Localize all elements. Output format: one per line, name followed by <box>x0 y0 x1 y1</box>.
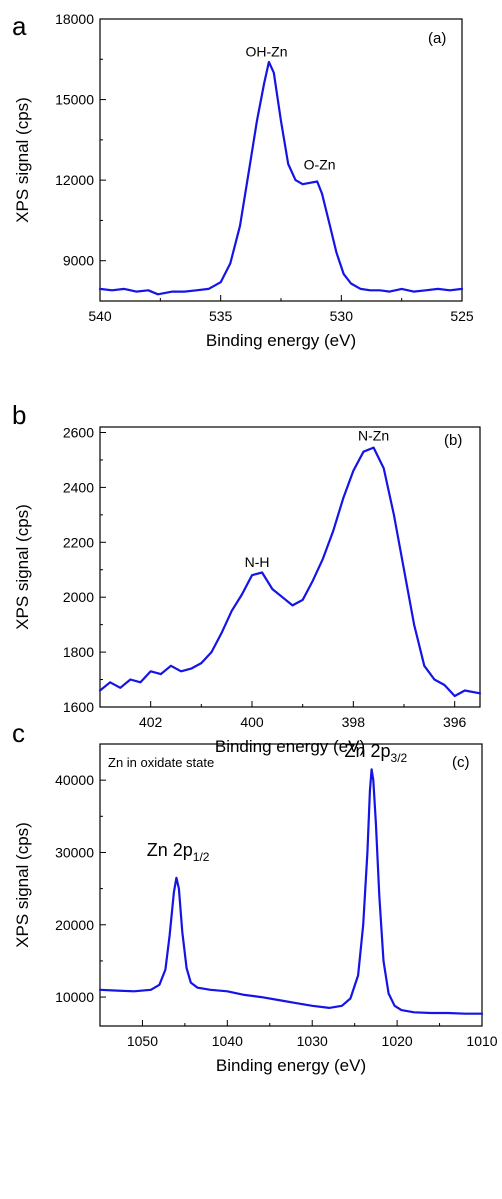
y-tick-label: 12000 <box>55 172 94 188</box>
chart-panel-b: 402 400 398 396 1600 1800 2000 2200 2400 2600 Bind… <box>12 400 482 756</box>
panel-note: Zn in oxidate state <box>108 755 214 770</box>
chart-panel-a: 540 535 530 525 9000 12000 15000 18000 Binding e… <box>12 11 474 350</box>
x-tick-label: 535 <box>209 308 233 324</box>
y-tick-label: 9000 <box>63 253 94 269</box>
peak-annotation: OH-Zn <box>246 44 288 60</box>
peak-annotation: N-Zn <box>358 428 389 444</box>
plot-frame <box>99 743 483 1027</box>
x-axis-title: Binding energy (eV) <box>206 331 356 350</box>
x-axis-title: Binding energy (eV) <box>215 737 365 756</box>
plot-frame <box>99 426 481 708</box>
y-tick-label: 2600 <box>63 424 94 440</box>
x-tick-label: 1010 <box>466 1033 497 1049</box>
peak-annotation: N-H <box>245 554 270 570</box>
y-tick-label: 30000 <box>55 844 94 860</box>
y-tick-label: 2400 <box>63 479 94 495</box>
x-tick-label: 540 <box>88 308 112 324</box>
panel-tag: (b) <box>444 432 462 449</box>
y-tick-label: 1800 <box>63 644 94 660</box>
x-tick-label: 530 <box>330 308 354 324</box>
y-tick-label: 2200 <box>63 534 94 550</box>
panel-tag: (a) <box>428 30 446 47</box>
y-tick-label: 15000 <box>55 92 94 108</box>
y-axis-title: XPS signal (cps) <box>13 97 32 223</box>
plot-frame <box>99 18 463 302</box>
x-tick-label: 1020 <box>382 1033 413 1049</box>
y-tick-label: 40000 <box>55 772 94 788</box>
x-tick-label: 398 <box>342 714 366 730</box>
peak-annotation: Zn 2p1/2 <box>147 840 210 864</box>
peak-annotation: O-Zn <box>304 156 336 172</box>
series-line <box>98 446 482 698</box>
y-axis-title: XPS signal (cps) <box>13 822 32 948</box>
y-axis-title: XPS signal (cps) <box>13 504 32 630</box>
y-tick-label: 2000 <box>63 589 94 605</box>
panel-letter: b <box>12 400 26 430</box>
y-tick-label: 1600 <box>63 699 94 715</box>
panel-letter: a <box>12 11 27 41</box>
x-tick-label: 1050 <box>127 1033 158 1049</box>
y-tick-label: 10000 <box>55 989 94 1005</box>
series-line <box>98 60 464 296</box>
x-tick-label: 525 <box>450 308 474 324</box>
chart-panel-c: 1050 1040 1030 1020 1010 10000 20000 30000 40000… <box>12 718 498 1075</box>
series-line <box>98 768 484 1015</box>
peak-annotation: Zn 2p3/2 <box>345 741 408 765</box>
y-tick-label: 20000 <box>55 917 94 933</box>
y-tick-label: 18000 <box>55 11 94 27</box>
panel-tag: (c) <box>452 754 470 771</box>
x-tick-label: 1040 <box>212 1033 243 1049</box>
panel-letter: c <box>12 718 25 748</box>
x-axis-title: Binding energy (eV) <box>216 1056 366 1075</box>
x-tick-label: 1030 <box>297 1033 328 1049</box>
x-tick-label: 402 <box>139 714 163 730</box>
x-tick-label: 400 <box>240 714 264 730</box>
x-tick-label: 396 <box>443 714 467 730</box>
